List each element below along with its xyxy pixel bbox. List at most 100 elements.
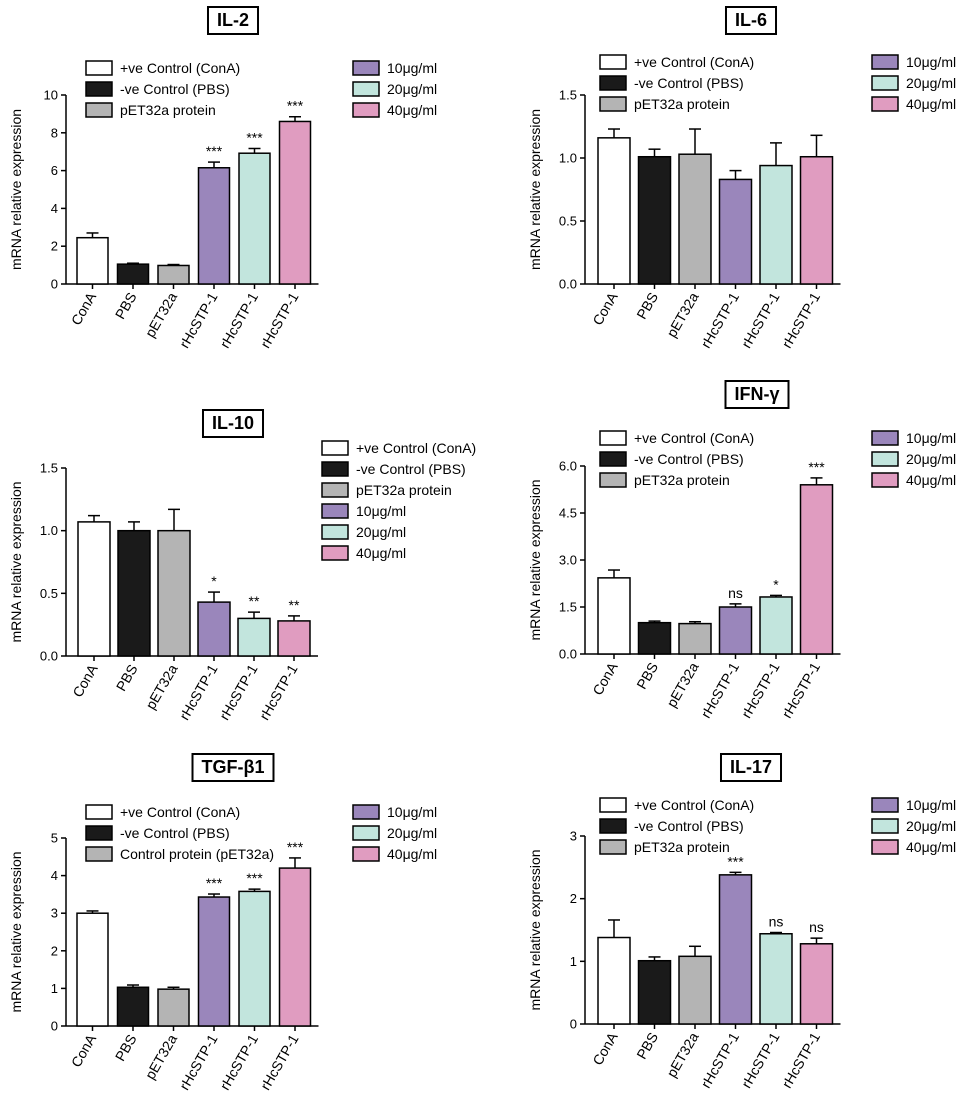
y-axis-label: mRNA relative expression bbox=[527, 849, 543, 1010]
category-label: rHcSTP-1 bbox=[256, 661, 301, 722]
significance-label: *** bbox=[727, 853, 744, 869]
legend-swatch bbox=[871, 451, 899, 467]
y-tick-label: 2 bbox=[51, 943, 58, 958]
bar bbox=[597, 577, 631, 655]
chart-title: IL-17 bbox=[730, 757, 772, 777]
legend-swatch bbox=[599, 430, 627, 446]
legend-label: 20μg/ml bbox=[906, 451, 956, 467]
bar bbox=[799, 943, 834, 1025]
category-label: ConA bbox=[68, 289, 100, 328]
category-label: rHcSTP-1 bbox=[738, 659, 783, 720]
y-tick-label: 6 bbox=[51, 163, 58, 178]
category-label: rHcSTP-1 bbox=[176, 661, 221, 722]
y-tick-label: 4.5 bbox=[559, 506, 577, 521]
bar bbox=[637, 959, 672, 1025]
bar bbox=[759, 164, 793, 285]
legend-swatch bbox=[599, 797, 627, 813]
legend-label: -ve Control (PBS) bbox=[120, 825, 230, 841]
category-label: PBS bbox=[633, 290, 661, 322]
significance-label: *** bbox=[206, 143, 223, 159]
category-label: rHcSTP-1 bbox=[698, 1029, 743, 1090]
category-label: ConA bbox=[589, 289, 621, 328]
y-axis-label: mRNA relative expression bbox=[527, 109, 543, 270]
y-tick-label: 0.5 bbox=[559, 214, 577, 229]
category-label: rHcSTP-1 bbox=[779, 1029, 824, 1090]
y-tick-label: 0.0 bbox=[559, 647, 577, 662]
legend-label: +ve Control (ConA) bbox=[120, 804, 240, 820]
legend-swatch bbox=[871, 54, 899, 70]
bar bbox=[718, 874, 753, 1025]
bar bbox=[238, 890, 271, 1027]
chart-ifn-gamma: IFN-γ 0.0 1.5 3.0 4.5 6.0 mRNA relative expres… bbox=[527, 380, 956, 721]
bar bbox=[277, 620, 311, 657]
y-tick-label: 3.0 bbox=[559, 553, 577, 568]
legend-swatch bbox=[321, 461, 349, 477]
bar bbox=[157, 264, 190, 285]
bar bbox=[197, 601, 231, 657]
y-tick-label: 0.0 bbox=[559, 277, 577, 292]
y-axis-label: mRNA relative expression bbox=[527, 479, 543, 640]
legend-label: 20μg/ml bbox=[387, 825, 437, 841]
bar bbox=[759, 933, 793, 1025]
chart-title-box bbox=[724, 380, 790, 409]
category-label: PBS bbox=[112, 1032, 140, 1064]
category-label: ConA bbox=[69, 661, 101, 700]
bar bbox=[278, 120, 312, 285]
legend-label: +ve Control (ConA) bbox=[120, 60, 240, 76]
y-tick-label: 1 bbox=[51, 981, 58, 996]
bar bbox=[76, 236, 109, 285]
legend-swatch bbox=[599, 451, 627, 467]
chart-title: IL-10 bbox=[212, 413, 254, 433]
significance-label: ns bbox=[769, 914, 784, 930]
significance-label: *** bbox=[206, 875, 223, 891]
legend-label: 10μg/ml bbox=[906, 54, 956, 70]
legend-label: 40μg/ml bbox=[356, 545, 406, 561]
legend-swatch bbox=[599, 818, 627, 834]
significance-label: ** bbox=[289, 597, 300, 613]
bar bbox=[678, 955, 712, 1025]
legend-swatch bbox=[85, 81, 113, 97]
category-label: rHcSTP-1 bbox=[217, 1031, 262, 1092]
legend-swatch bbox=[321, 545, 349, 561]
significance-label: *** bbox=[246, 870, 263, 886]
legend-label: -ve Control (PBS) bbox=[634, 818, 744, 834]
bar bbox=[116, 263, 150, 285]
bar bbox=[678, 622, 712, 655]
legend-label: 40μg/ml bbox=[906, 839, 956, 855]
category-label: PBS bbox=[112, 290, 140, 322]
category-label: PBS bbox=[633, 660, 661, 692]
bar bbox=[197, 896, 231, 1027]
bar bbox=[76, 912, 109, 1027]
legend-label: 10μg/ml bbox=[356, 503, 406, 519]
y-axis-label: mRNA relative expression bbox=[8, 851, 24, 1012]
y-tick-label: 1.5 bbox=[559, 88, 577, 103]
legend-label: -ve Control (PBS) bbox=[120, 81, 230, 97]
legend-label: 10μg/ml bbox=[906, 797, 956, 813]
category-label: pET32a bbox=[663, 659, 701, 710]
category-label: rHcSTP-1 bbox=[738, 289, 783, 350]
category-label: ConA bbox=[589, 1029, 621, 1068]
y-tick-label: 0 bbox=[570, 1017, 577, 1032]
category-label: rHcSTP-1 bbox=[217, 289, 262, 350]
legend-swatch bbox=[352, 846, 380, 862]
significance-label: ns bbox=[809, 919, 824, 935]
legend-swatch bbox=[352, 102, 380, 118]
chart-title: IL-6 bbox=[735, 10, 767, 30]
significance-label: ns bbox=[728, 585, 743, 601]
legend-swatch bbox=[321, 503, 349, 519]
category-label: rHcSTP-1 bbox=[698, 659, 743, 720]
y-tick-label: 4 bbox=[51, 201, 58, 216]
legend-swatch bbox=[871, 472, 899, 488]
y-tick-label: 1.5 bbox=[40, 461, 58, 476]
category-label: rHcSTP-1 bbox=[779, 289, 824, 350]
bar bbox=[718, 178, 753, 285]
legend-label: pET32a protein bbox=[634, 839, 730, 855]
chart-il-17: IL-17 0 1 2 3 mRNA relative expression ConA PBS… bbox=[527, 753, 956, 1091]
legend-label: +ve Control (ConA) bbox=[356, 440, 476, 456]
legend-swatch bbox=[871, 797, 899, 813]
legend-label: +ve Control (ConA) bbox=[634, 430, 754, 446]
legend-swatch bbox=[599, 839, 627, 855]
y-tick-label: 6.0 bbox=[559, 459, 577, 474]
bar bbox=[157, 529, 191, 657]
legend-label: 20μg/ml bbox=[906, 75, 956, 91]
